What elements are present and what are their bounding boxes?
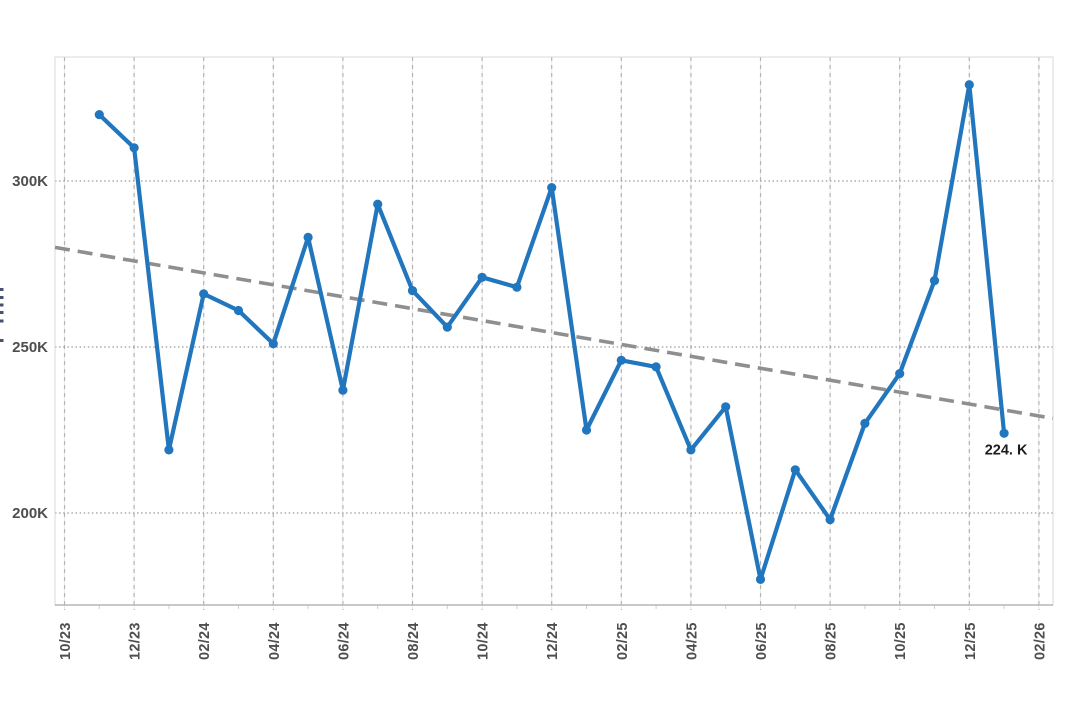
data-point-marker[interactable] — [825, 515, 835, 525]
data-point-marker[interactable] — [338, 385, 348, 395]
clipped-y-axis-title-fragment — [0, 303, 4, 307]
data-point-marker[interactable] — [268, 339, 278, 349]
x-axis-tick-label: 06/24 — [336, 622, 352, 660]
trend-line — [54, 245, 1054, 421]
x-axis-tick-label: 08/25 — [824, 622, 840, 660]
data-point-marker[interactable] — [442, 322, 452, 332]
data-point-marker[interactable] — [721, 402, 731, 412]
data-point-marker[interactable] — [233, 305, 244, 316]
data-point-marker[interactable] — [860, 418, 870, 428]
y-axis-tick-label: 250K — [12, 339, 48, 356]
data-point-marker[interactable] — [547, 183, 557, 193]
data-point-marker[interactable] — [929, 276, 940, 286]
data-point-marker[interactable] — [999, 428, 1009, 438]
clipped-y-axis-title-fragment — [0, 339, 4, 342]
x-axis-tick-label: 06/25 — [754, 622, 770, 660]
x-axis-tick-label: 04/24 — [267, 622, 283, 660]
y-axis-tick-label: 300K — [12, 173, 48, 190]
clipped-y-axis-title-fragment — [0, 311, 4, 314]
y-axis-tick-label: 200K — [12, 505, 48, 522]
x-axis-tick-label: 02/26 — [1032, 622, 1048, 660]
annotation-label: 224. K — [985, 442, 1028, 458]
clipped-y-axis-title-fragment — [0, 288, 4, 291]
data-point-marker[interactable] — [373, 199, 383, 209]
data-point-marker[interactable] — [164, 445, 174, 455]
x-axis-tick-label: 02/24 — [197, 622, 213, 660]
clipped-y-axis-title-fragment — [0, 319, 4, 323]
data-point-marker[interactable] — [895, 369, 905, 379]
data-point-marker[interactable] — [129, 143, 139, 153]
data-point-marker[interactable] — [512, 282, 522, 292]
data-point-marker[interactable] — [651, 362, 661, 372]
data-point-marker[interactable] — [790, 465, 800, 475]
x-axis-tick-label: 10/25 — [893, 622, 909, 660]
data-point-marker[interactable] — [755, 574, 766, 585]
data-point-marker[interactable] — [199, 289, 209, 299]
x-axis-tick-label: 02/25 — [615, 622, 631, 660]
x-axis-tick-label: 12/24 — [545, 622, 561, 660]
data-point-marker[interactable] — [94, 110, 104, 120]
x-axis-tick-label: 10/23 — [58, 622, 74, 660]
data-point-marker[interactable] — [581, 425, 592, 435]
clipped-y-axis-title-fragment — [0, 296, 4, 299]
data-point-marker[interactable] — [686, 445, 696, 455]
x-axis-tick-label: 12/25 — [963, 622, 979, 660]
data-point-marker[interactable] — [477, 272, 487, 282]
data-point-marker[interactable] — [303, 232, 313, 242]
data-point-marker[interactable] — [964, 80, 974, 90]
x-axis-tick-label: 12/23 — [128, 622, 144, 660]
x-axis-tick-label: 04/25 — [684, 622, 700, 660]
x-axis-tick-label: 08/24 — [406, 622, 422, 660]
data-point-marker[interactable] — [616, 355, 626, 365]
plot-border — [54, 56, 1054, 606]
x-axis-tick-label: 10/24 — [476, 622, 492, 660]
data-point-marker[interactable] — [407, 286, 418, 296]
